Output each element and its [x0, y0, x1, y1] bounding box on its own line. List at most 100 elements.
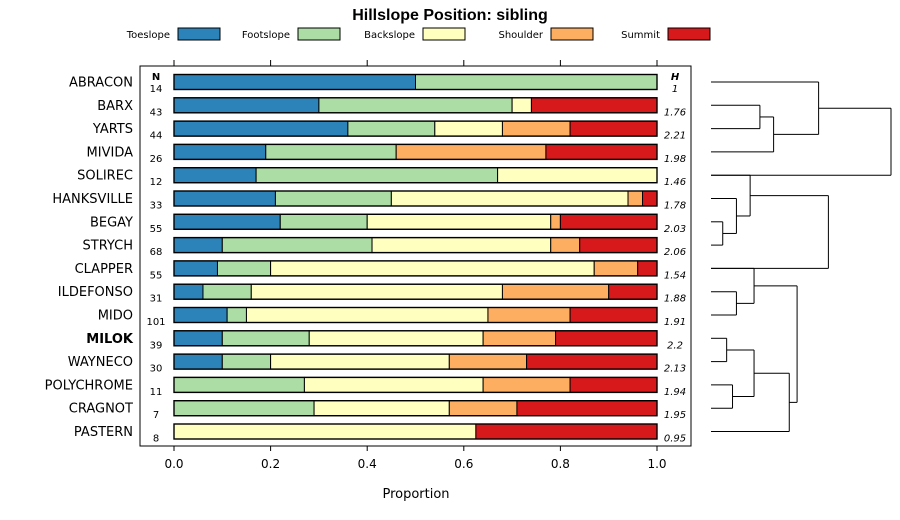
bar-strych-backslope: [371, 237, 552, 254]
bar-wayneco-backslope: [270, 353, 450, 370]
h-value-clapper: 1.54: [664, 270, 686, 281]
bar-barx-summit: [530, 97, 658, 114]
n-column: N14 43 44 26 12 33 55 68 55 31 101 39 30 11 7 8: [146, 72, 165, 445]
legend-label-toeslope: Toeslope: [126, 30, 170, 41]
n-value-mivida: 26: [150, 154, 163, 165]
bar-begay-toeslope: [173, 213, 281, 230]
bar-polychrome-shoulder: [482, 376, 571, 393]
bar-clapper-summit: [637, 260, 658, 277]
n-value-pastern: 8: [153, 434, 159, 445]
h-value-polychrome: 1.94: [664, 387, 686, 398]
n-value-polychrome: 11: [150, 387, 163, 398]
h-value-solirec: 1.46: [664, 177, 686, 188]
bar-begay-summit: [559, 213, 658, 230]
x-tick-label-4: 0.8: [551, 457, 570, 471]
bar-outline-mido: [173, 306, 658, 324]
plot-frame: [139, 65, 692, 447]
h-value-cragnot: 1.95: [664, 410, 686, 421]
bar-solirec-backslope: [497, 167, 658, 184]
row-label-barx: BARX: [97, 99, 133, 114]
bar-outline-strych: [173, 236, 658, 254]
legend-label-summit: Summit: [621, 30, 660, 41]
row-label-begay: BEGAY: [90, 215, 133, 230]
bar-polychrome-summit: [569, 376, 658, 393]
bar-mido-backslope: [245, 307, 489, 323]
bar-outline-barx: [173, 97, 658, 114]
bar-ildefonso-footslope: [202, 283, 252, 300]
bar-strych-shoulder: [550, 237, 581, 254]
row-label-strych: STRYCH: [83, 239, 133, 254]
bar-outline-pastern: [173, 423, 658, 440]
bar-mido-summit: [569, 307, 658, 323]
bar-barx-backslope: [511, 97, 532, 114]
n-value-abracon: 14: [150, 84, 163, 95]
h-header: H: [671, 72, 680, 83]
x-tick-label-1: 0.2: [261, 457, 280, 471]
bar-mivida-summit: [545, 143, 658, 160]
row-label-solirec: SOLIREC: [77, 169, 133, 184]
x-tick-label-3: 0.6: [454, 457, 473, 471]
x-axis: 0.0 0.2 0.4 0.6 0.8 1.0: [164, 60, 667, 471]
bar-outline-solirec: [173, 166, 658, 184]
bar-clapper-toeslope: [173, 260, 218, 277]
x-axis-label: Proportion: [382, 487, 449, 502]
legend: Toeslope Footslope Backslope Shoulder Summit: [126, 27, 711, 41]
bar-mido-shoulder: [487, 307, 571, 323]
x-tick-label-0: 0.0: [164, 457, 183, 471]
bar-solirec-toeslope: [173, 167, 257, 184]
n-value-solirec: 12: [150, 177, 163, 188]
n-value-clapper: 55: [150, 270, 163, 281]
bar-barx-toeslope: [173, 97, 320, 114]
bar-outline-abracon: [173, 73, 658, 91]
legend-swatch-toeslope: [177, 27, 221, 41]
bar-hanksville-toeslope: [173, 190, 276, 207]
bar-cragnot-summit: [516, 400, 658, 417]
bar-mivida-toeslope: [173, 143, 267, 160]
n-value-begay: 55: [150, 224, 163, 235]
bar-ildefonso-shoulder: [501, 283, 610, 300]
bar-outline-ildefonso: [173, 283, 658, 300]
bar-milok-toeslope: [173, 330, 223, 347]
h-value-yarts: 2.21: [664, 131, 686, 142]
bar-cragnot-shoulder: [448, 400, 518, 417]
bar-abracon-footslope: [415, 74, 658, 90]
h-value-begay: 2.03: [664, 224, 686, 235]
bar-begay-backslope: [366, 213, 552, 230]
h-value-pastern: 0.95: [664, 434, 686, 445]
bar-pastern-backslope: [173, 423, 477, 440]
legend-swatch-summit: [667, 27, 711, 41]
legend-swatch-shoulder: [550, 27, 594, 41]
n-value-wayneco: 30: [150, 364, 163, 375]
row-label-wayneco: WAYNECO: [68, 355, 133, 370]
row-label-abracon: ABRACON: [69, 76, 133, 91]
bar-hanksville-summit: [642, 190, 658, 207]
bar-milok-summit: [555, 330, 658, 347]
bar-clapper-footslope: [216, 260, 272, 277]
bar-yarts-backslope: [434, 120, 503, 137]
bar-solirec-footslope: [255, 167, 499, 184]
legend-swatch-footslope: [297, 27, 341, 41]
row-label-pastern: PASTERN: [74, 425, 133, 440]
bar-outline-hanksville: [173, 190, 658, 207]
bar-yarts-summit: [569, 120, 658, 137]
legend-label-backslope: Backslope: [364, 30, 415, 41]
n-value-yarts: 44: [150, 131, 163, 142]
legend-swatch-backslope: [422, 27, 466, 41]
bar-hanksville-footslope: [274, 190, 392, 207]
n-value-ildefonso: 31: [150, 294, 163, 305]
n-value-mido: 101: [146, 317, 165, 328]
bar-outline-clapper: [173, 260, 658, 277]
row-label-clapper: CLAPPER: [75, 262, 133, 277]
n-value-barx: 43: [150, 107, 163, 118]
bar-pastern-summit: [475, 423, 658, 440]
h-value-wayneco: 2.13: [664, 364, 686, 375]
bar-yarts-footslope: [347, 120, 436, 137]
h-value-abracon: 1: [672, 84, 678, 95]
n-value-strych: 68: [150, 247, 163, 258]
bar-outline-begay: [173, 213, 658, 231]
bar-ildefonso-toeslope: [173, 283, 204, 300]
bar-milok-backslope: [308, 330, 484, 347]
bar-wayneco-shoulder: [448, 353, 528, 370]
bar-wayneco-toeslope: [173, 353, 223, 370]
h-value-hanksville: 1.78: [664, 201, 686, 212]
